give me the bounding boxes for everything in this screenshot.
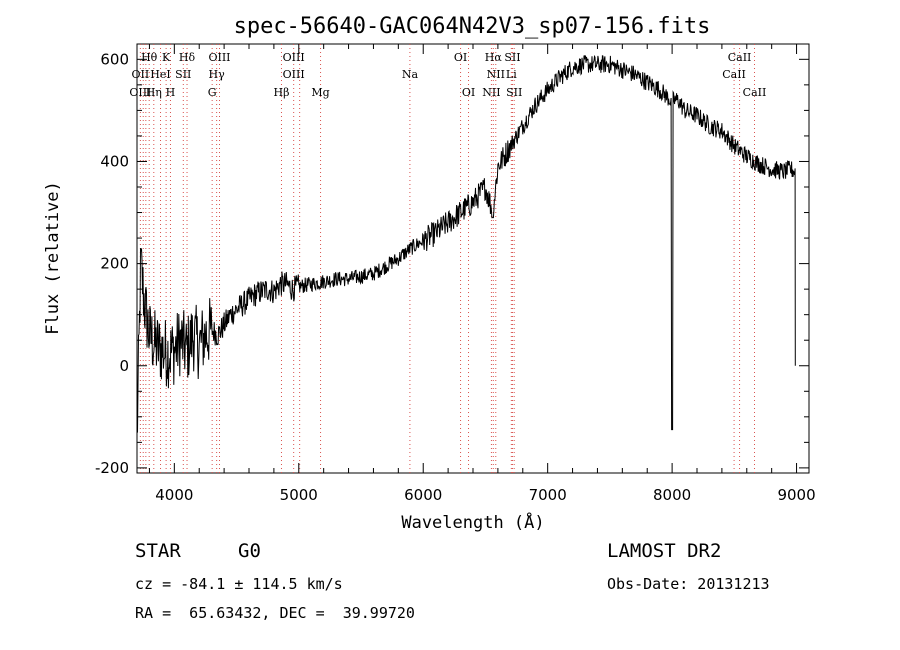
line-label: G xyxy=(208,86,217,99)
x-axis-label: Wavelength (Å) xyxy=(401,511,544,533)
line-label: OI xyxy=(462,86,475,99)
y-tick-label: 0 xyxy=(119,357,129,375)
line-label: Mg xyxy=(311,86,329,99)
line-label: Li xyxy=(506,68,517,81)
line-label: Hβ xyxy=(274,86,290,99)
survey-name: LAMOST DR2 xyxy=(607,540,722,562)
x-tick-label: 6000 xyxy=(404,486,442,504)
spectrum-line xyxy=(136,54,796,433)
line-label: K xyxy=(162,51,171,64)
line-label: Hη xyxy=(146,86,162,99)
line-label: OIII xyxy=(283,51,305,64)
line-label: Hδ xyxy=(179,51,196,64)
plot-frame xyxy=(136,43,810,474)
object-subclass: G0 xyxy=(238,540,261,562)
line-label: OII xyxy=(132,68,150,81)
chart-title: spec-56640-GAC064N42V3_sp07-156.fits xyxy=(234,14,711,39)
x-tick-label: 4000 xyxy=(155,486,193,504)
y-tick-label: -200 xyxy=(95,459,129,477)
y-axis-ticks: -200 0 200 400 600 xyxy=(95,50,809,477)
line-label: OIII xyxy=(208,51,230,64)
line-label: Hθ xyxy=(141,51,158,64)
line-label: SII xyxy=(175,68,191,81)
line-label: CaII xyxy=(728,51,752,64)
y-axis-label: Flux (relative) xyxy=(43,181,63,335)
line-label: CaII xyxy=(743,86,767,99)
line-label: Hα xyxy=(485,51,503,64)
x-tick-label: 9000 xyxy=(777,486,815,504)
line-label: OI xyxy=(454,51,467,64)
y-tick-label: 400 xyxy=(100,152,129,170)
x-tick-label: 8000 xyxy=(653,486,691,504)
redshift-velocity: cz = -84.1 ± 114.5 km/s xyxy=(135,575,343,593)
object-class: STAR xyxy=(135,540,181,562)
line-label: CaII xyxy=(722,68,746,81)
x-tick-label: 5000 xyxy=(280,486,318,504)
y-tick-label: 200 xyxy=(100,255,129,273)
spectral-line-markers xyxy=(139,44,755,473)
line-label: NII xyxy=(482,86,500,99)
line-label: OIII xyxy=(283,68,305,81)
line-label: Na xyxy=(402,68,419,81)
line-label: OIII xyxy=(129,86,151,99)
x-axis-ticks: 4000 5000 6000 7000 8000 9000 xyxy=(148,44,816,504)
line-label: H xyxy=(166,86,176,99)
line-label: NII xyxy=(487,68,505,81)
line-label: Hγ xyxy=(209,68,226,81)
x-tick-label: 7000 xyxy=(529,486,567,504)
line-label: SII xyxy=(506,86,522,99)
sky-coordinates: RA = 65.63432, DEC = 39.99720 xyxy=(135,604,415,622)
line-label: SII xyxy=(504,51,520,64)
spectrum-series xyxy=(136,54,796,433)
y-tick-label: 600 xyxy=(100,50,129,68)
line-label: HeI xyxy=(150,68,170,81)
observation-date: Obs-Date: 20131213 xyxy=(607,575,770,593)
